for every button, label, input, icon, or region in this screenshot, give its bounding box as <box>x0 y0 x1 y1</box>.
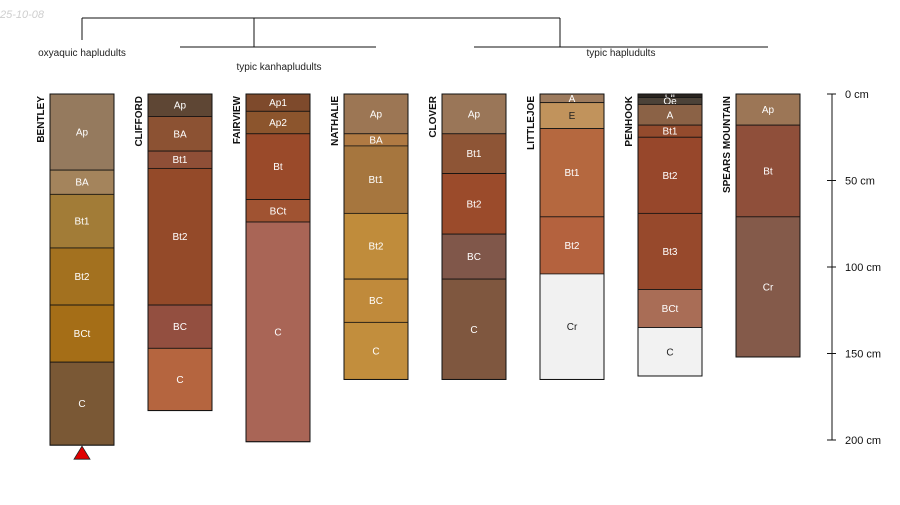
horizon-block <box>735 124 801 218</box>
horizon-block <box>147 347 213 411</box>
horizon-label: C <box>470 325 477 336</box>
horizon-block <box>49 304 115 363</box>
dendrogram <box>81 17 768 48</box>
soil-profile-spears-mountain: Ap Bt Cr SPEARS MOUNTAIN <box>722 93 801 358</box>
date-stamp: 25-10-08 <box>0 9 45 21</box>
horizon-label: Bt1 <box>564 168 579 179</box>
soil-profile-nathalie: Ap BA Bt1 Bt2 BC C NATHALIE <box>330 93 409 380</box>
horizon-label: BA <box>75 178 89 189</box>
profile-name: NATHALIE <box>330 96 341 146</box>
profile-outline <box>343 93 409 380</box>
horizon-label: Ap <box>468 109 481 120</box>
horizon-label: BCt <box>270 206 287 217</box>
soil-profile-clifford: Ap BA Bt1 Bt2 BC C CLIFFORD <box>134 93 213 412</box>
horizon-label: Bt <box>273 162 283 173</box>
profile-name: CLIFFORD <box>134 96 145 147</box>
horizon-label: Bt2 <box>564 241 579 252</box>
horizon-label: Cr <box>567 322 578 333</box>
profile-outline <box>637 93 703 377</box>
profile-name: LITTLEJOE <box>526 96 537 150</box>
horizon-label: Bt1 <box>368 175 383 186</box>
horizon-label: BCt <box>662 304 679 315</box>
group-label-kanhapludults: typic kanhapludults <box>236 62 321 73</box>
horizon-block <box>637 327 703 377</box>
group-label-hapludults: typic hapludults <box>587 48 656 59</box>
horizon-block <box>343 278 409 323</box>
horizon-block <box>49 361 115 446</box>
horizon-label: C <box>78 399 85 410</box>
profile-name: CLOVER <box>428 95 439 137</box>
horizon-block <box>735 93 801 126</box>
depth-tick-label: 200 cm <box>845 435 881 447</box>
profile-name: PENHOOK <box>624 95 635 146</box>
depth-tick-label: 50 cm <box>845 176 875 188</box>
horizon-block <box>147 304 213 349</box>
horizon-label: Bt1 <box>74 217 89 228</box>
horizon-block <box>441 93 507 135</box>
horizon-label: Bt2 <box>466 199 481 210</box>
horizon-label: Bt <box>763 166 773 177</box>
horizon-label: BCt <box>74 329 91 340</box>
horizon-label: BC <box>369 296 383 307</box>
profile-outline <box>245 93 311 443</box>
soil-profile-clover: Ap Bt1 Bt2 BC C CLOVER <box>428 93 507 380</box>
horizon-label: Ap <box>76 128 89 139</box>
horizon-label: Bt2 <box>172 232 187 243</box>
horizon-label: Ap1 <box>269 98 287 109</box>
horizon-label: BC <box>173 322 187 333</box>
horizon-label: C <box>372 346 379 357</box>
horizon-label: A <box>667 110 674 121</box>
horizon-block <box>637 289 703 328</box>
profile-name: SPEARS MOUNTAIN <box>722 96 733 193</box>
horizon-label: A <box>569 94 576 105</box>
horizon-label: Oe <box>663 96 677 107</box>
horizon-label: E <box>569 111 576 122</box>
horizon-label: C <box>176 375 183 386</box>
bedrock-marker <box>73 445 91 460</box>
depth-axis: 0 cm 50 cm 100 cm 150 cm 200 cm <box>827 89 881 447</box>
horizon-label: Ap2 <box>269 118 287 129</box>
horizon-label: Oi <box>665 91 675 102</box>
horizon-label: BA <box>369 135 383 146</box>
horizon-label: C <box>666 347 673 358</box>
horizon-block <box>539 128 605 218</box>
horizon-block <box>539 273 605 380</box>
profile-outline <box>147 93 213 412</box>
depth-tick-label: 0 cm <box>845 89 869 101</box>
horizon-label: Ap <box>174 101 187 112</box>
soil-profile-bentley: Ap BA Bt1 Bt2 BCt C BENTLEY <box>36 93 115 460</box>
profile-outline <box>539 93 605 380</box>
horizon-label: Bt1 <box>466 149 481 160</box>
group-label-oxyaquic: oxyaquic hapludults <box>38 48 126 59</box>
horizon-label: Ap <box>370 109 383 120</box>
profile-outline <box>735 93 801 358</box>
horizon-label: Bt1 <box>662 127 677 138</box>
depth-tick-label: 100 cm <box>845 262 881 274</box>
soil-profile-fairview: Ap1 Ap2 Bt BCt C FAIRVIEW <box>232 93 311 443</box>
profiles-layer: Ap BA Bt1 Bt2 BCt C BENTLEY Ap BA Bt1 Bt2 BC C CLIFFO… <box>36 91 801 460</box>
horizon-block <box>343 93 409 135</box>
profile-name: FAIRVIEW <box>232 95 243 144</box>
profile-outline <box>441 93 507 380</box>
profile-outline <box>49 93 115 446</box>
horizon-label: Bt2 <box>74 272 89 283</box>
horizon-label: Ap <box>762 105 775 116</box>
horizon-label: C <box>274 327 281 338</box>
horizon-label: Cr <box>763 282 774 293</box>
horizon-block <box>147 116 213 152</box>
soil-profile-littlejoe: AE Bt1 Bt2 Cr LITTLEJOE <box>526 93 605 380</box>
profile-name: BENTLEY <box>36 96 47 143</box>
horizon-block <box>441 173 507 235</box>
horizon-label: BC <box>467 252 481 263</box>
horizon-label: Bt2 <box>368 242 383 253</box>
depth-tick-label: 150 cm <box>845 349 881 361</box>
horizon-label: Bt1 <box>172 155 187 166</box>
horizon-label: Bt2 <box>662 171 677 182</box>
horizon-block <box>49 247 115 306</box>
horizon-label: Bt3 <box>662 247 677 258</box>
horizon-label: BA <box>173 129 187 140</box>
